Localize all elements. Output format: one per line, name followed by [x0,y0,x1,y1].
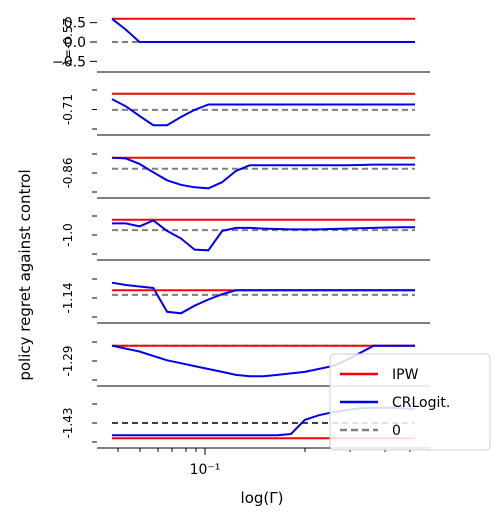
panel-label: -0.71 [61,94,75,125]
legend: IPW CRLogit. 0 [329,353,491,451]
panel-label: -1.14 [61,282,75,313]
panel-2: -0.71 [61,89,430,136]
series-line-crlogit [111,281,415,315]
y-axis-title: policy regret against control [16,169,34,380]
panel-4: -1.0 [61,215,430,261]
series-line-crlogit [111,98,415,127]
y-tick-label: 0.5 [64,16,86,32]
panel-label: -1.0 [61,223,75,246]
series-line-crlogit [111,344,415,378]
legend-label: IPW [392,367,419,383]
panel-label: -0.86 [61,157,75,188]
series-line-crlogit [111,156,415,190]
x-axis-title: log(Γ) [241,489,284,507]
panel-label: -1.29 [61,345,75,376]
panel-label: -1.43 [61,407,75,438]
panel-5: -1.14 [61,278,430,324]
x-tick-label: 10⁻¹ [190,462,221,478]
panel-1: λ=-0.570.5 0.0 −0.5 [52,16,430,73]
series-line-crlogit [111,18,415,43]
panels: λ=-0.570.5 0.0 −0.5 -0.71 -0.86 -1.0 -1.14 -1.2… [52,16,430,449]
y-tick-label: −0.5 [52,54,86,70]
legend-label: 0 [392,423,401,439]
x-axis: 10⁻¹ [117,448,411,478]
legend-box [329,353,491,451]
panel-label: λ=-0.57 [61,18,75,66]
y-tick-label: 0.0 [64,35,86,51]
series-line-crlogit [112,219,415,252]
legend-label: CRLogit. [392,395,450,411]
panel-3: -0.86 [61,153,430,199]
